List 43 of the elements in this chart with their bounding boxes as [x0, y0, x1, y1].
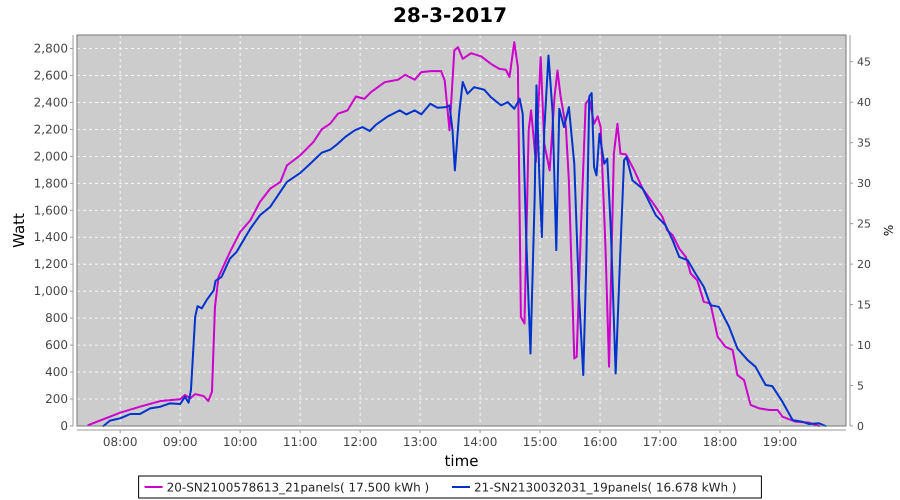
y2-tick-label: 5	[857, 380, 864, 393]
x-tick-label: 14:00	[462, 435, 498, 449]
y-axis-title: Watt	[10, 212, 28, 248]
y-tick-label: 800	[45, 311, 68, 326]
y-tick-label: 2,600	[34, 68, 68, 82]
x-tick-label: 19:00	[762, 435, 798, 449]
y-tick-label: 200	[45, 392, 68, 406]
y-tick-label: 1,600	[34, 203, 68, 218]
x-tick-label: 17:00	[642, 435, 678, 449]
legend-label: 21-SN2130032031_19panels( 16.678 kWh )	[474, 480, 737, 494]
y2-tick-label: 30	[857, 177, 871, 190]
y-tick-label: 2,400	[34, 95, 68, 110]
y-tick-label: 1,200	[34, 257, 68, 272]
x-tick-label: 16:00	[582, 435, 618, 449]
y-tick-label: 2,000	[34, 149, 68, 164]
x-tick-label: 13:00	[402, 435, 438, 449]
y2-tick-label: 20	[857, 258, 871, 272]
y-tick-label: 1,400	[34, 230, 68, 244]
x-tick-label: 12:00	[342, 435, 378, 449]
y2-tick-label: 10	[857, 339, 871, 352]
y2-tick-label: 15	[857, 298, 871, 312]
x-tick-label: 08:00	[102, 435, 138, 449]
x-tick-label: 18:00	[702, 435, 738, 449]
x-tick-label: 10:00	[222, 435, 258, 449]
y-tick-label: 2,800	[34, 41, 68, 56]
y2-axis-title: %	[881, 224, 895, 236]
y-tick-label: 1,800	[34, 176, 68, 190]
y2-tick-label: 35	[857, 136, 871, 150]
y-tick-label: 2,200	[34, 122, 68, 136]
legend-label: 20-SN2100578613_21panels( 17.500 kWh )	[166, 480, 430, 494]
y-tick-label: 400	[45, 365, 68, 380]
x-tick-label: 09:00	[162, 435, 198, 449]
x-axis-title: time	[444, 452, 478, 470]
y2-tick-label: 45	[857, 56, 871, 69]
y2-tick-label: 0	[857, 420, 864, 433]
x-tick-label: 15:00	[522, 435, 558, 449]
y2-tick-label: 25	[857, 218, 871, 231]
y-tick-label: 600	[45, 338, 68, 352]
x-tick-label: 11:00	[282, 435, 318, 449]
chart-title: 28-3-2017	[392, 3, 508, 27]
y-tick-label: 1,000	[34, 284, 68, 298]
y-tick-label: 0	[60, 419, 68, 433]
y2-tick-label: 40	[857, 96, 871, 110]
